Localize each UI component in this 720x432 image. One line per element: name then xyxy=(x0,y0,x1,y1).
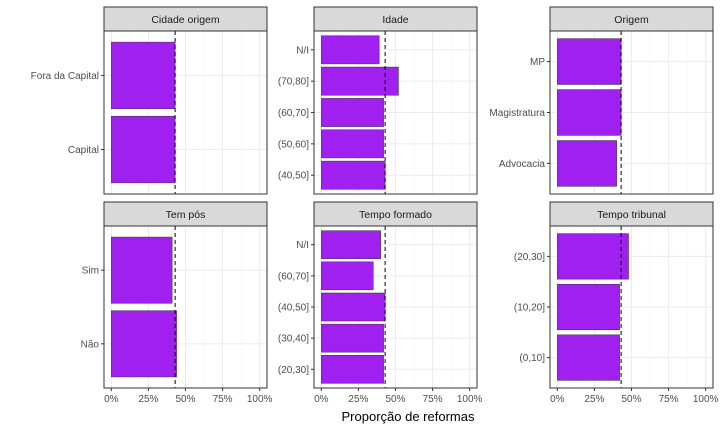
panel-tempo-tribunal: (20,30] (10,20] (0,10] Tempo tribunal 0% 25% 5… xyxy=(514,201,719,405)
x-tick-label: 25% xyxy=(138,394,158,405)
panel-tem-p-s: Sim Não Tem pós 0% 25% 50% 75% 100% xyxy=(81,201,273,405)
panels-layer: Fora da Capital Capital Cidade origem N/I (7… xyxy=(31,6,719,405)
facet-strip-label: Origem xyxy=(614,14,649,26)
y-tick-label: (60,70] xyxy=(278,271,309,282)
bar-tem-p-s-sim xyxy=(111,236,173,304)
y-tick-label: Magistratura xyxy=(489,108,545,119)
facet-strip-label: Tempo tribunal xyxy=(597,209,666,221)
facet-strip-label: Tempo formado xyxy=(359,209,432,221)
bar-idade-60-70 xyxy=(321,98,384,127)
bar-idade-50-60 xyxy=(321,129,384,159)
y-tick-label: N/I xyxy=(296,45,309,56)
y-tick-label: (0,10] xyxy=(519,353,545,364)
facet-strip-label: Tem pós xyxy=(166,209,206,221)
y-tick-label: Advocacia xyxy=(499,159,546,170)
bar-origem-magistratura xyxy=(557,89,622,136)
facet-strip xyxy=(549,6,714,32)
bar-tem-p-s-n-o xyxy=(111,310,177,378)
x-tick-label: 0% xyxy=(314,394,329,405)
y-tick-label: Capital xyxy=(68,145,99,156)
facet-strip xyxy=(103,6,268,32)
bar-cidade-origem-capital xyxy=(111,115,176,184)
y-tick-label: (20,30] xyxy=(514,252,545,263)
bar-cidade-origem-fora-da-capital xyxy=(111,41,176,110)
panel-cidade-origem: Fora da Capital Capital Cidade origem xyxy=(31,6,268,195)
facet-strip xyxy=(103,201,268,227)
y-tick-label: (20,30] xyxy=(278,365,309,376)
bar-idade-n-i xyxy=(321,35,380,65)
x-tick-label: 100% xyxy=(457,394,483,405)
x-tick-label: 75% xyxy=(659,394,679,405)
bar-idade-40-50 xyxy=(321,160,386,190)
x-tick-label: 75% xyxy=(213,394,233,405)
facet-strip xyxy=(549,201,714,227)
bar-tempo-tribunal-0-10 xyxy=(557,334,620,381)
x-tick-label: 0% xyxy=(550,394,565,405)
y-tick-label: (10,20] xyxy=(514,303,545,314)
x-tick-label: 50% xyxy=(175,394,195,405)
y-tick-label: Sim xyxy=(82,266,99,277)
x-tick-label: 100% xyxy=(693,394,719,405)
x-tick-label: 25% xyxy=(348,394,368,405)
y-tick-label: (50,60] xyxy=(278,139,309,150)
y-tick-label: (60,70] xyxy=(278,108,309,119)
y-tick-label: (70,80] xyxy=(278,77,309,88)
bar-origem-advocacia xyxy=(557,140,617,187)
bar-tempo-formado-20-30 xyxy=(321,355,384,384)
y-tick-label: (30,40] xyxy=(278,334,309,345)
facet-strip xyxy=(313,201,478,227)
x-axis-title: Proporção de reformas xyxy=(342,409,475,424)
x-tick-label: 100% xyxy=(247,394,273,405)
facet-strip-label: Idade xyxy=(382,14,408,26)
y-tick-label: N/I xyxy=(296,240,309,251)
panel-tempo-formado: N/I (60,70] (40,50] (30,40] (20,30] Tempo for… xyxy=(278,201,483,405)
panel-idade: N/I (70,80] (60,70] (50,60] (40,50] Idade xyxy=(278,6,478,195)
y-tick-label: (40,50] xyxy=(278,303,309,314)
y-tick-label: (40,50] xyxy=(278,171,309,182)
bar-tempo-formado-30-40 xyxy=(321,323,384,353)
bar-origem-mp xyxy=(557,38,622,85)
facet-strip xyxy=(313,6,478,32)
y-tick-label: MP xyxy=(530,57,545,68)
x-tick-label: 0% xyxy=(104,394,119,405)
x-tick-label: 75% xyxy=(423,394,443,405)
x-tick-label: 50% xyxy=(385,394,405,405)
bar-tempo-formado-40-50 xyxy=(321,292,386,322)
x-tick-label: 50% xyxy=(621,394,641,405)
y-tick-label: Não xyxy=(81,339,100,350)
facet-strip-label: Cidade origem xyxy=(151,14,220,26)
bar-tempo-formado-n-i xyxy=(321,230,381,259)
x-tick-label: 25% xyxy=(584,394,604,405)
bar-tempo-tribunal-10-20 xyxy=(557,283,620,331)
bar-idade-70-80 xyxy=(321,66,399,96)
bar-tempo-formado-60-70 xyxy=(321,261,374,291)
y-tick-label: Fora da Capital xyxy=(31,71,99,82)
panel-origem: MP Magistratura Advocacia Origem xyxy=(489,6,714,195)
bar-tempo-tribunal-20-30 xyxy=(557,233,629,280)
